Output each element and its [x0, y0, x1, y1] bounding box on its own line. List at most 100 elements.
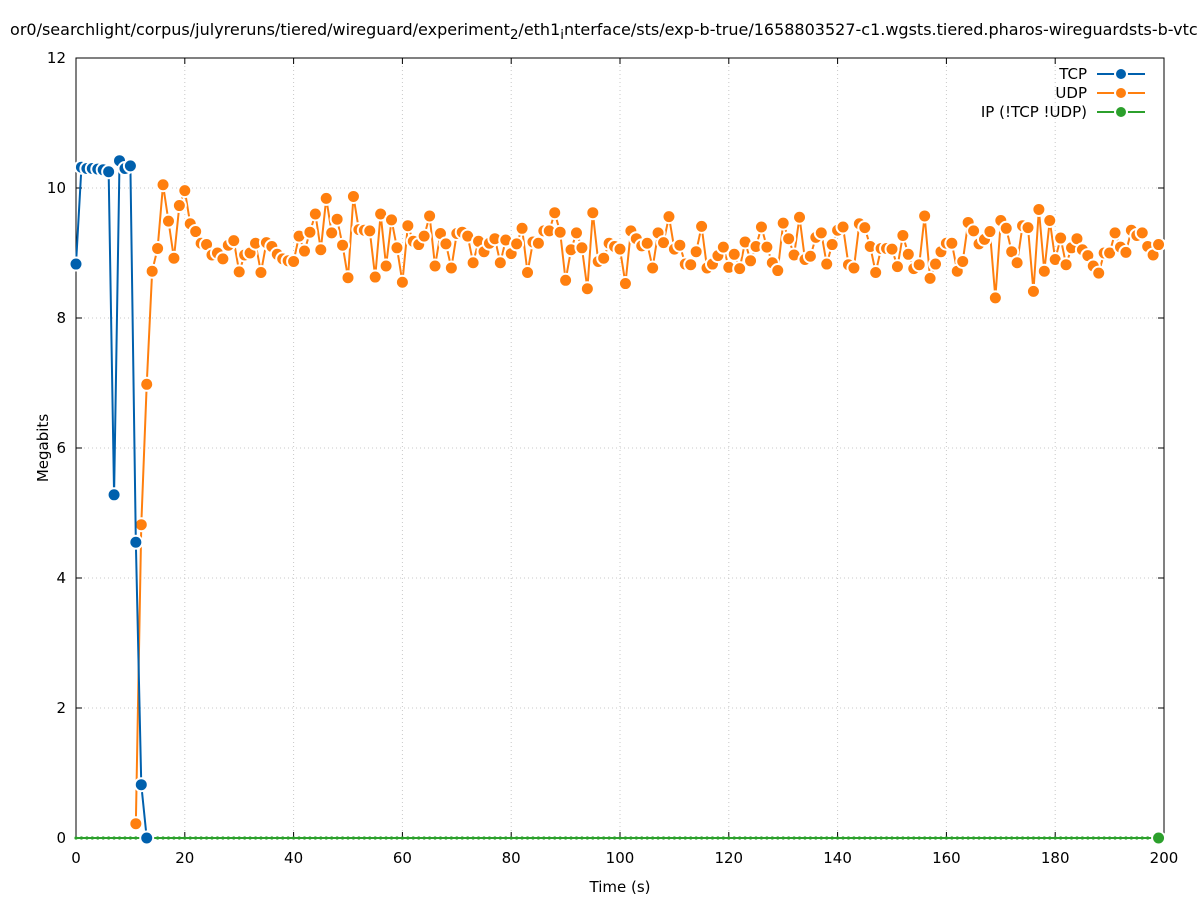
series-ip: [74, 830, 1167, 846]
data-point: [324, 225, 340, 241]
data-point: [378, 258, 394, 274]
data-point: [1069, 836, 1074, 840]
data-point: [705, 836, 709, 840]
data-point: [889, 259, 905, 275]
legend-marker: [1114, 105, 1128, 119]
data-point: [732, 261, 748, 277]
data-point: [1134, 225, 1150, 241]
data-point: [460, 836, 464, 840]
data-point: [738, 836, 742, 840]
data-point: [911, 257, 927, 273]
data-point: [1129, 836, 1133, 840]
data-point: [215, 836, 220, 840]
data-point: [955, 836, 959, 840]
data-point: [753, 219, 769, 235]
x-tick-label: 40: [284, 849, 303, 867]
data-point: [335, 237, 351, 253]
data-point: [591, 836, 595, 840]
data-point: [944, 836, 949, 840]
data-point: [226, 233, 242, 249]
data-point: [928, 256, 944, 272]
data-point: [1059, 836, 1063, 840]
data-point: [1118, 244, 1134, 260]
data-point: [661, 209, 677, 225]
data-point: [792, 209, 808, 225]
data-point: [715, 239, 731, 255]
data-point: [144, 263, 160, 279]
y-tick-label: 12: [47, 49, 66, 67]
data-point: [296, 243, 312, 259]
data-point: [444, 836, 448, 840]
data-point: [281, 836, 285, 840]
data-point: [139, 830, 155, 846]
data-point: [297, 836, 301, 840]
data-point: [79, 836, 84, 840]
data-point: [558, 836, 562, 840]
data-point: [808, 836, 813, 840]
data-point: [1004, 836, 1008, 840]
data-point: [210, 836, 214, 840]
data-point: [1086, 836, 1090, 840]
data-point: [362, 836, 366, 840]
data-point: [259, 836, 263, 840]
data-point: [814, 836, 818, 840]
data-point: [846, 260, 862, 276]
data-point: [1009, 255, 1025, 271]
data-point: [351, 836, 356, 840]
data-point: [74, 836, 78, 840]
data-point: [966, 836, 970, 840]
data-point: [574, 836, 579, 840]
data-point: [825, 836, 829, 840]
data-point: [275, 836, 279, 840]
data-point: [139, 376, 155, 392]
data-point: [678, 836, 682, 840]
data-point: [171, 198, 187, 214]
data-point: [857, 220, 873, 236]
x-tick-label: 100: [606, 849, 635, 867]
data-point: [770, 836, 774, 840]
data-point: [602, 836, 606, 840]
data-point: [683, 836, 687, 840]
data-point: [302, 836, 307, 840]
data-point: [1053, 230, 1069, 246]
data-point: [122, 158, 138, 174]
x-tick-label: 140: [823, 849, 852, 867]
data-point: [107, 836, 111, 840]
data-point: [688, 244, 704, 260]
data-point: [944, 235, 960, 251]
data-point: [645, 260, 661, 276]
data-point: [1058, 257, 1074, 273]
data-point: [841, 836, 845, 840]
data-point: [515, 836, 519, 840]
data-point: [874, 836, 878, 840]
data-point: [394, 274, 410, 290]
data-point: [1020, 220, 1036, 236]
data-point: [917, 836, 921, 840]
data-point: [123, 836, 127, 840]
data-point: [150, 240, 166, 256]
data-point: [1053, 836, 1057, 840]
data-point: [253, 836, 258, 840]
data-point: [1025, 283, 1041, 299]
data-point: [417, 836, 421, 840]
data-point: [307, 206, 323, 222]
data-point: [579, 281, 595, 297]
data-point: [231, 264, 247, 280]
data-point: [324, 836, 328, 840]
data-point: [1140, 836, 1144, 840]
data-point: [1036, 263, 1052, 279]
data-point: [776, 836, 780, 840]
data-point: [585, 836, 589, 840]
data-point: [313, 836, 317, 840]
y-tick-label: 0: [56, 829, 66, 847]
data-point: [607, 836, 611, 840]
data-point: [384, 836, 388, 840]
data-point: [465, 255, 481, 271]
data-point: [950, 836, 954, 840]
data-point: [329, 211, 345, 227]
data-point: [743, 836, 747, 840]
data-point: [286, 253, 302, 269]
data-point: [471, 836, 475, 840]
data-point: [1075, 836, 1079, 840]
